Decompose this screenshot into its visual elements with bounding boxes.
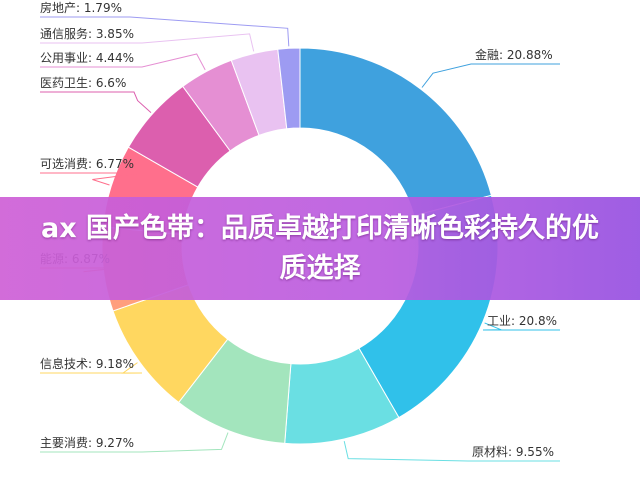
data-label-8: 医药卫生: 6.6%	[40, 76, 126, 90]
leader-line-1	[422, 64, 560, 88]
slice-1	[300, 48, 491, 216]
data-label-5: 信息技术: 9.18%	[40, 356, 134, 371]
data-label-2: 工业: 20.8%	[487, 314, 557, 328]
data-label-11: 房地产: 1.79%	[40, 0, 122, 15]
banner-text: ax 国产色带：品质卓越打印清晰色彩持久的优质选择	[40, 209, 600, 289]
data-label-4: 主要消费: 9.27%	[40, 436, 134, 450]
data-label-3: 原材料: 9.55%	[472, 445, 554, 459]
data-label-9: 公用事业: 4.44%	[40, 51, 134, 65]
data-label-10: 通信服务: 3.85%	[40, 26, 134, 41]
data-label-1: 金融: 20.88%	[475, 47, 553, 62]
promo-banner: ax 国产色带：品质卓越打印清晰色彩持久的优质选择	[0, 197, 640, 300]
data-label-7: 可选消费: 6.77%	[40, 157, 134, 171]
leader-line-8	[40, 92, 151, 113]
